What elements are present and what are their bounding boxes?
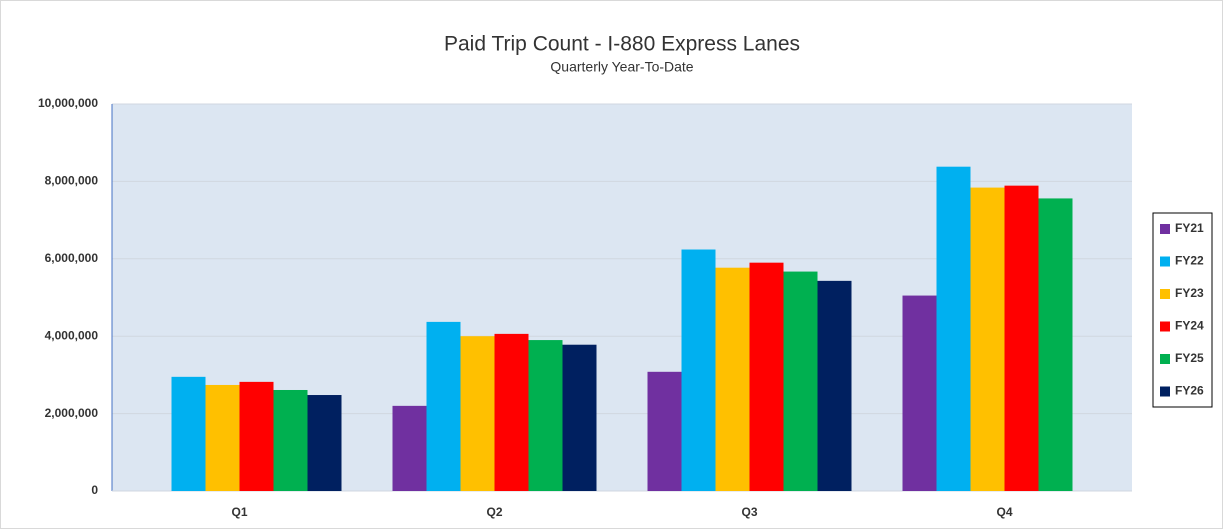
legend-swatch <box>1160 321 1170 332</box>
y-tick-label: 0 <box>91 483 98 497</box>
chart-title: Paid Trip Count - I-880 Express Lanes <box>444 33 800 56</box>
bar <box>205 384 240 491</box>
bar <box>171 376 206 491</box>
bar <box>1038 198 1073 492</box>
bar <box>715 267 750 491</box>
chart-subtitle: Quarterly Year-To-Date <box>550 59 693 75</box>
legend-label: FY22 <box>1175 254 1204 268</box>
x-tick-label: Q2 <box>486 505 502 519</box>
legend-label: FY25 <box>1175 351 1204 365</box>
y-tick-label: 10,000,000 <box>38 96 98 110</box>
bar <box>392 405 427 491</box>
bar <box>681 249 716 491</box>
bar <box>647 371 682 491</box>
legend-label: FY23 <box>1175 286 1204 300</box>
bar <box>1004 185 1039 492</box>
bar <box>749 262 784 491</box>
bar <box>817 280 852 491</box>
bar <box>239 381 274 491</box>
legend-swatch <box>1160 354 1170 364</box>
y-tick-label: 6,000,000 <box>45 251 99 265</box>
bar <box>902 295 937 491</box>
bar <box>426 321 461 491</box>
legend-swatch <box>1160 224 1170 234</box>
legend-swatch <box>1160 386 1170 397</box>
y-tick-label: 8,000,000 <box>45 174 99 188</box>
bar <box>307 395 342 491</box>
x-tick-label: Q3 <box>741 505 757 519</box>
legend-swatch <box>1160 256 1170 267</box>
bar <box>460 336 495 491</box>
bar <box>562 344 597 491</box>
bar <box>528 340 563 491</box>
bar <box>936 166 971 491</box>
legend-label: FY26 <box>1175 384 1204 398</box>
bar <box>783 271 818 491</box>
x-tick-label: Q4 <box>996 505 1012 519</box>
legend-swatch <box>1160 289 1170 299</box>
bar <box>494 333 529 491</box>
y-tick-label: 4,000,000 <box>45 328 99 342</box>
legend-box <box>1152 212 1213 408</box>
bar <box>273 389 308 491</box>
x-tick-label: Q1 <box>231 505 247 519</box>
y-tick-label: 2,000,000 <box>45 406 99 420</box>
legend-label: FY24 <box>1175 319 1204 333</box>
legend-label: FY21 <box>1175 221 1204 235</box>
bar <box>970 187 1005 492</box>
